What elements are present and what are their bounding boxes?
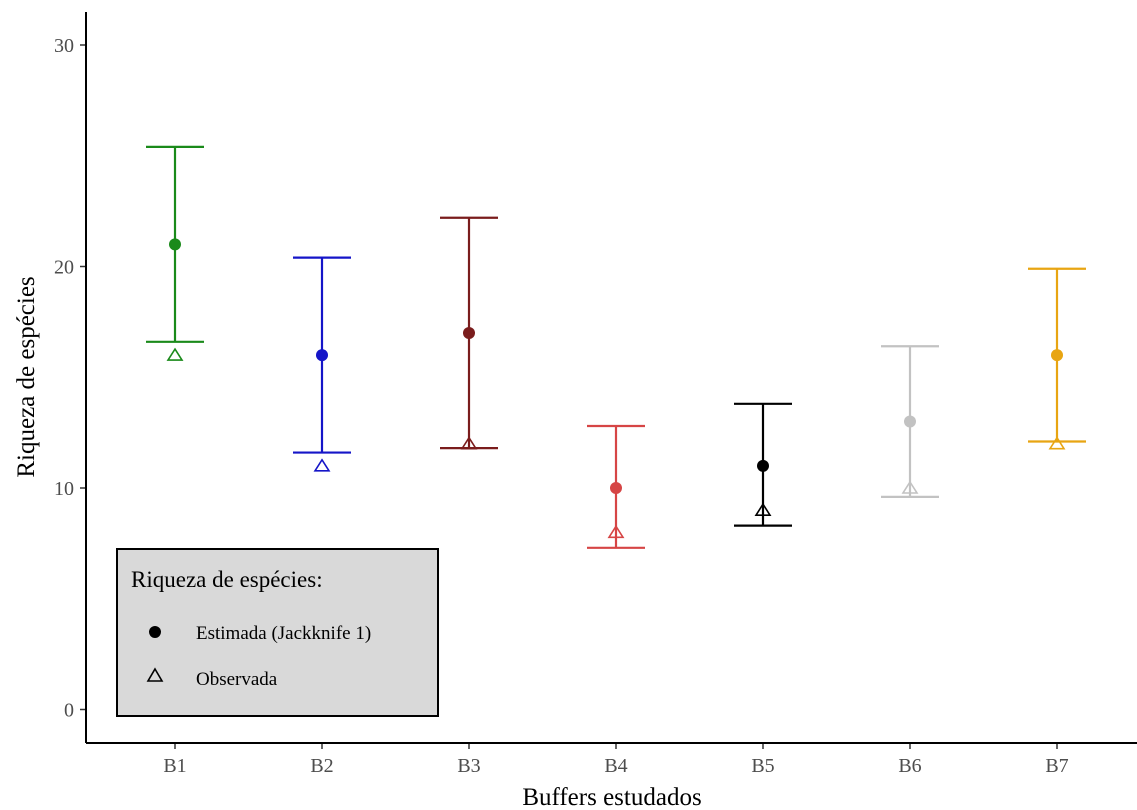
x-tick-label: B4 bbox=[604, 755, 627, 777]
y-tick-label: 0 bbox=[64, 700, 74, 722]
x-tick-label: B3 bbox=[457, 755, 480, 777]
x-tick-label: B6 bbox=[898, 755, 921, 777]
x-tick-label: B7 bbox=[1045, 755, 1068, 777]
estimated-point bbox=[316, 349, 328, 362]
observed-point bbox=[313, 458, 331, 472]
estimated-point bbox=[1051, 349, 1063, 362]
observed-point bbox=[754, 502, 772, 516]
legend: Riqueza de espécies: Estimada (Jackknife… bbox=[116, 548, 439, 717]
estimated-point bbox=[463, 326, 475, 339]
legend-observed-marker bbox=[146, 667, 164, 682]
x-tick-label: B5 bbox=[751, 755, 774, 777]
series-group bbox=[146, 145, 1086, 549]
observed-point bbox=[166, 347, 184, 361]
legend-box bbox=[116, 548, 439, 717]
observed-point bbox=[607, 524, 625, 539]
estimated-point bbox=[610, 482, 622, 494]
legend-estimated-marker bbox=[149, 626, 161, 638]
x-axis-ticks: B1 B2 B3 B4 B5 B6 B7 bbox=[163, 743, 1069, 777]
estimated-point bbox=[169, 238, 181, 251]
observed-point bbox=[460, 436, 478, 450]
y-axis-title: Riqueza de espécies bbox=[13, 276, 40, 477]
estimated-point bbox=[757, 459, 769, 472]
x-axis-title: Buffers estudados bbox=[522, 784, 701, 810]
error-bar-group-b1 bbox=[146, 145, 204, 361]
legend-title: Riqueza de espécies: bbox=[131, 567, 323, 592]
error-bar-group-b5 bbox=[734, 402, 792, 527]
x-tick-label: B1 bbox=[163, 755, 186, 777]
error-bar-group-b3 bbox=[440, 216, 498, 450]
observed-point bbox=[1048, 436, 1066, 450]
y-axis-ticks: 0 10 20 30 bbox=[54, 35, 86, 722]
error-bar-group-b4 bbox=[587, 424, 645, 549]
y-tick-label: 20 bbox=[54, 257, 74, 279]
estimated-point bbox=[904, 415, 916, 428]
observed-point bbox=[901, 480, 919, 494]
legend-estimated-label: Estimada (Jackknife 1) bbox=[196, 623, 371, 644]
error-bar-group-b7 bbox=[1028, 267, 1086, 450]
y-tick-label: 30 bbox=[54, 35, 74, 57]
x-tick-label: B2 bbox=[310, 755, 333, 777]
error-bar-group-b2 bbox=[293, 256, 351, 472]
error-bar-group-b6 bbox=[881, 345, 939, 498]
y-tick-label: 10 bbox=[54, 478, 74, 500]
legend-observed-label: Observada bbox=[196, 669, 278, 690]
